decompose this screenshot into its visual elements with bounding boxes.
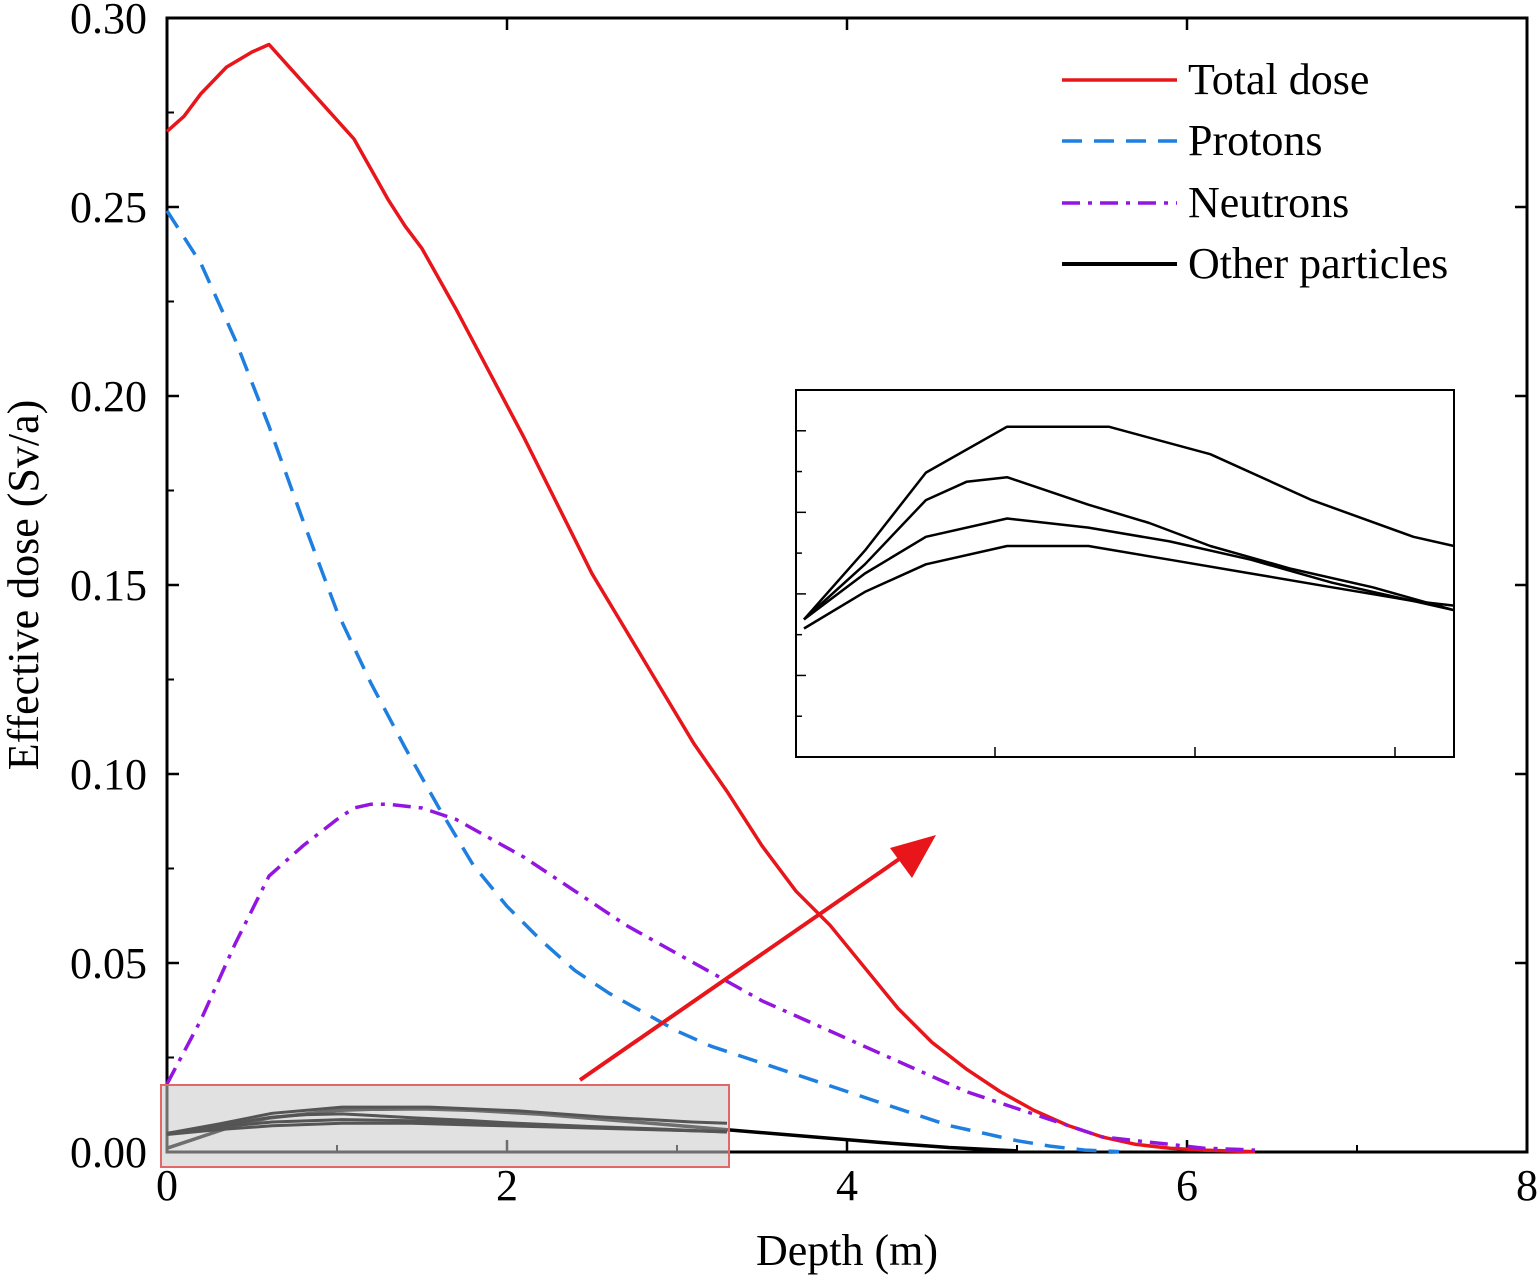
zoom-arrow-head (890, 835, 936, 878)
y-tick-label: 0.25 (70, 183, 147, 232)
legend-label-other-particles: Other particles (1188, 239, 1448, 288)
x-tick-label: 6 (1176, 1161, 1198, 1210)
zoom-region-curves (166, 1105, 728, 1136)
y-tick-label: 0.00 (70, 1128, 147, 1177)
legend-label-total-dose: Total dose (1188, 55, 1369, 104)
series-protons (165, 209, 1120, 1154)
x-axis-title: Depth (m) (756, 1226, 938, 1275)
inset-curve-2 (803, 425, 1455, 621)
inset-layer (796, 389, 1455, 757)
y-tick-label: 0.05 (70, 939, 147, 988)
y-tick-label: 0.20 (70, 372, 147, 421)
inset-curve-1 (803, 475, 1455, 621)
inset-curve-3 (803, 544, 1455, 630)
y-tick-label: 0.30 (70, 0, 147, 43)
ticks: 0.00 0.05 0.10 0.15 0.20 0.25 0.30 0 2 4 6 8 (70, 0, 1538, 1210)
zoom-region-box (160, 1084, 730, 1168)
x-tick-label: 4 (836, 1161, 858, 1210)
series-neutrons (165, 802, 1256, 1152)
x-tick-label: 8 (1516, 1161, 1538, 1210)
x-tick-label: 2 (496, 1161, 518, 1210)
legend-label-protons: Protons (1188, 116, 1322, 165)
y-tick-label: 0.15 (70, 561, 147, 610)
x-tick-label: 0 (156, 1161, 178, 1210)
zoom-curve-2 (166, 1105, 728, 1135)
zoom-arrow-line (578, 853, 907, 1082)
inset-curve-4 (803, 517, 1455, 621)
zoom-curve-4 (166, 1118, 728, 1135)
y-tick-label: 0.10 (70, 750, 147, 799)
inset-frame (795, 389, 1455, 758)
y-axis-title: Effective dose (Sv/a) (0, 400, 48, 771)
legend-label-neutrons: Neutrons (1188, 178, 1349, 227)
legend: Total dose Protons Neutrons Other partic… (1062, 55, 1448, 288)
